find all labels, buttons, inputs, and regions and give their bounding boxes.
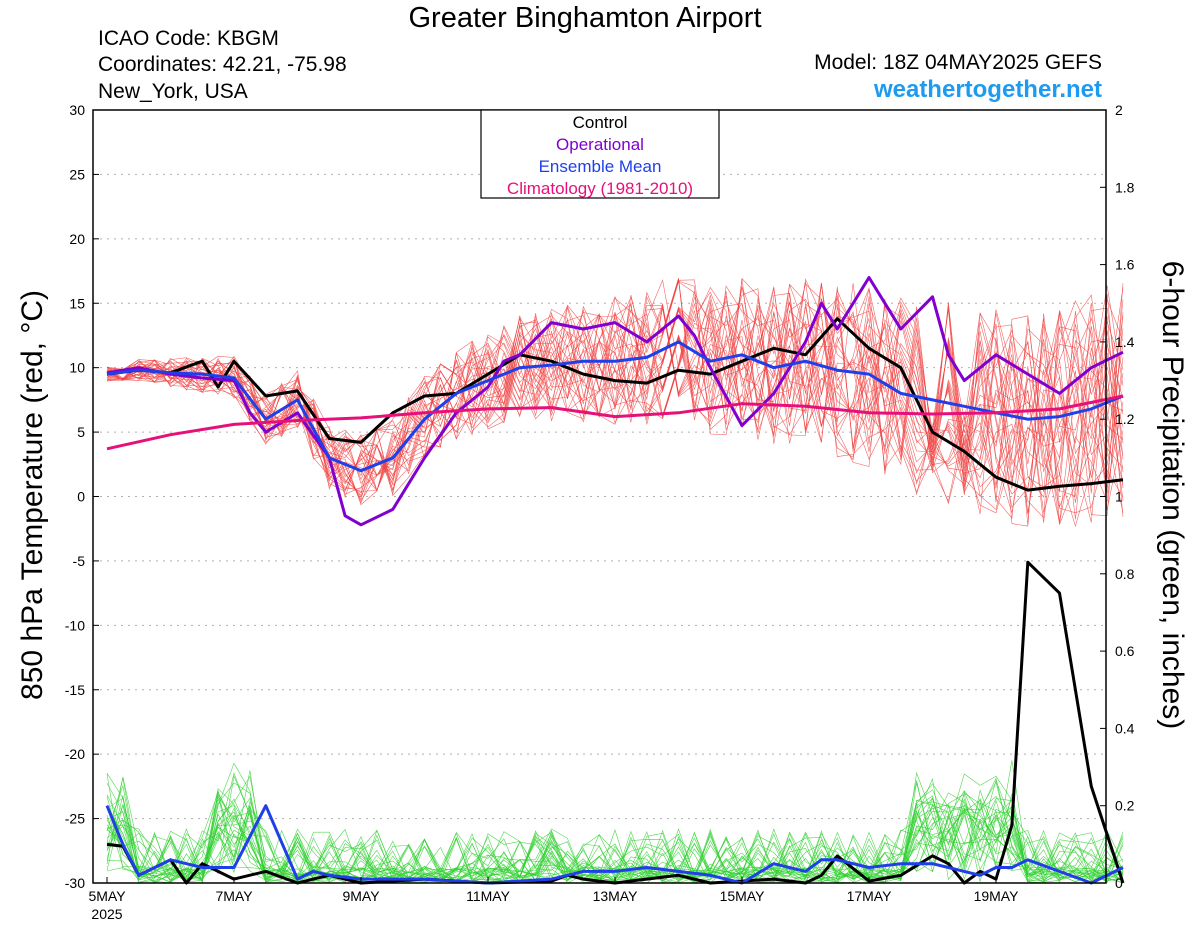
x-tick-label: 17MAY	[847, 888, 893, 904]
legend-box	[480, 109, 720, 199]
y-tick-label: 5	[77, 424, 85, 440]
y2-tick-label: 1.8	[1115, 179, 1135, 195]
y-axis-label-left: 850 hPa Temperature (red, °C)	[16, 290, 49, 700]
icao-code: ICAO Code: KBGM	[98, 27, 279, 50]
y-tick-label: -25	[65, 811, 85, 827]
x-tick-label: 15MAY	[720, 888, 766, 904]
site-name: weathertogether.net	[873, 76, 1102, 103]
y-axis-label-right: 6-hour Precipitation (green, inches)	[1156, 260, 1189, 730]
legend-entry-ensemble-mean: Ensemble Mean	[539, 157, 662, 176]
y-tick-label: -5	[73, 553, 86, 569]
x-tick-label: 5MAY	[88, 888, 126, 904]
temp-climatology-line	[106, 394, 1124, 451]
x-tick-year: 2025	[91, 906, 122, 922]
x-tick-label: 9MAY	[342, 888, 380, 904]
precip-ensemble-mean-line	[105, 804, 1124, 885]
y-tick-label: -15	[65, 682, 85, 698]
y-tick-label: 30	[69, 102, 85, 118]
y2-tick-label: 0.2	[1115, 798, 1135, 814]
precip-member-line	[106, 773, 1124, 884]
precip-member-line	[106, 779, 1124, 884]
y2-tick-label: 0.6	[1115, 643, 1135, 659]
y2-tick-label: 1.4	[1115, 334, 1135, 350]
temperature-member-line	[106, 278, 1124, 523]
y-tick-label: 25	[69, 166, 85, 182]
y-tick-label: -10	[65, 617, 85, 633]
grid	[93, 173, 1106, 820]
temp-ensemble-mean-line	[106, 340, 1124, 473]
precip-member-line	[106, 794, 1124, 884]
y-tick-label: 10	[69, 360, 85, 376]
y2-tick-label: 0.8	[1115, 566, 1135, 582]
y-tick-label: 20	[69, 231, 85, 247]
legend-entry-climatology: Climatology (1981-2010)	[507, 179, 693, 198]
y-tick-label: 15	[69, 295, 85, 311]
temp-control-line	[106, 317, 1124, 492]
y2-tick-label: 0	[1115, 875, 1123, 891]
temperature-member-line	[106, 284, 1124, 494]
legend-entry-operational: Operational	[556, 135, 644, 154]
y-tick-label: 0	[77, 489, 85, 505]
x-tick-label: 7MAY	[215, 888, 253, 904]
temperature-member-line	[106, 291, 1124, 524]
temperature-member-line	[106, 302, 1124, 523]
y-tick-label: -30	[65, 875, 85, 891]
location: New_York, USA	[98, 80, 248, 103]
x-tick-label: 11MAY	[466, 888, 510, 904]
precip-member-line	[106, 791, 1124, 883]
temperature-member-line	[106, 283, 1124, 515]
ensemble-members	[106, 277, 1124, 884]
chart-title: Greater Binghamton Airport	[408, 2, 762, 34]
legend: Control Operational Ensemble Mean Climatolo…	[480, 109, 720, 199]
legend-entry-control: Control	[573, 113, 628, 132]
y2-tick-label: 1.6	[1115, 257, 1135, 273]
y-tick-label: -20	[65, 746, 85, 762]
series-lines	[105, 276, 1125, 885]
y2-tick-label: 2	[1115, 102, 1123, 118]
y2-tick-label: 1	[1115, 489, 1123, 505]
y2-tick-label: 0.4	[1115, 720, 1135, 736]
axis-ticks: 302520151050-5-10-15-20-25-3021.81.61.41…	[65, 102, 1135, 922]
coordinates: Coordinates: 42.21, -75.98	[98, 53, 347, 76]
x-tick-label: 19MAY	[974, 888, 1020, 904]
model-run: Model: 18Z 04MAY2025 GEFS	[814, 51, 1102, 74]
y2-tick-label: 1.2	[1115, 411, 1135, 427]
precip-member-line	[106, 795, 1124, 883]
x-tick-label: 13MAY	[593, 888, 639, 904]
temp-operational-line	[106, 276, 1124, 527]
